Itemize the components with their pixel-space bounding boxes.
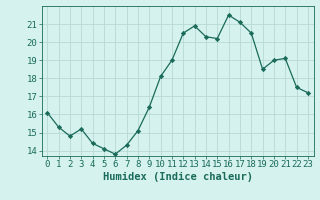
X-axis label: Humidex (Indice chaleur): Humidex (Indice chaleur) [103, 172, 252, 182]
